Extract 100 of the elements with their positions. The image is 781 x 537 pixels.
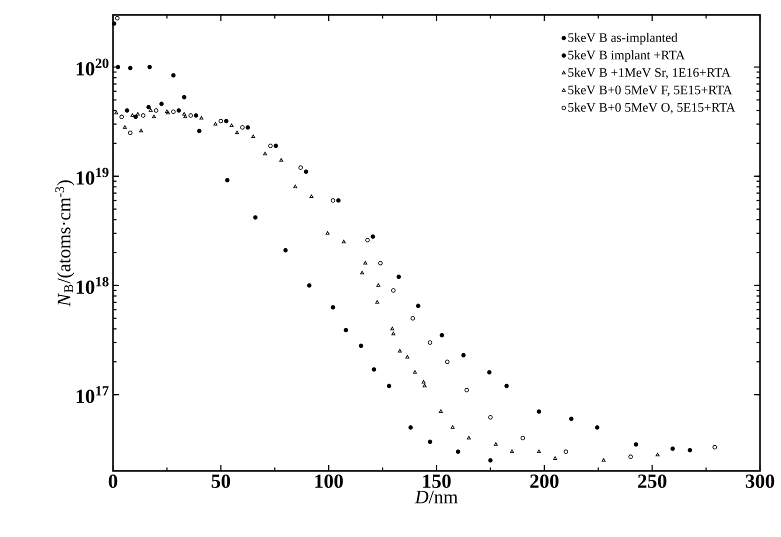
point xyxy=(133,114,138,120)
point xyxy=(263,152,268,156)
point xyxy=(176,108,181,113)
point xyxy=(510,450,514,454)
y-tick-label: 10$^{20}$ xyxy=(76,58,108,76)
point xyxy=(602,458,606,462)
point xyxy=(488,415,493,420)
point xyxy=(128,66,132,70)
point xyxy=(688,448,692,452)
point xyxy=(330,198,336,203)
point xyxy=(396,274,401,279)
point xyxy=(283,248,288,252)
point xyxy=(115,16,120,20)
point xyxy=(386,384,392,388)
point xyxy=(152,114,156,118)
point xyxy=(440,333,444,338)
point xyxy=(224,118,228,124)
point xyxy=(218,118,224,124)
point xyxy=(116,64,120,70)
point xyxy=(656,452,660,456)
point xyxy=(358,344,364,348)
y-tick-label: 10$^{18}$ xyxy=(76,276,109,294)
point xyxy=(139,128,144,132)
point xyxy=(428,440,432,444)
point xyxy=(553,456,558,460)
point xyxy=(536,409,542,414)
y-tick-label: 10$^{17}$ xyxy=(76,386,109,404)
point xyxy=(182,112,186,116)
point xyxy=(154,108,158,113)
point xyxy=(124,108,130,113)
point xyxy=(391,288,396,293)
point xyxy=(370,234,376,239)
point xyxy=(344,328,348,332)
point xyxy=(141,113,146,118)
point xyxy=(246,125,250,130)
point xyxy=(213,122,218,126)
point xyxy=(594,425,600,430)
point xyxy=(390,326,394,330)
point xyxy=(412,370,417,374)
point xyxy=(494,442,498,446)
point xyxy=(146,104,151,110)
point xyxy=(225,178,230,182)
point xyxy=(363,260,368,264)
point xyxy=(372,367,376,372)
point xyxy=(309,194,314,198)
point xyxy=(307,283,312,288)
point xyxy=(628,454,633,459)
point xyxy=(360,270,364,274)
point xyxy=(422,384,427,388)
point xyxy=(235,130,239,134)
x-tick-label: 250 xyxy=(638,474,666,488)
y-tick-label: 10$^{19}$ xyxy=(76,168,108,185)
point xyxy=(445,360,450,364)
point xyxy=(188,113,193,118)
point xyxy=(197,128,202,134)
point xyxy=(230,124,234,128)
point xyxy=(670,446,675,451)
point xyxy=(564,450,568,454)
point xyxy=(330,305,336,310)
point xyxy=(422,380,426,384)
point xyxy=(268,144,273,148)
point xyxy=(504,384,509,388)
x-tick-label: 100 xyxy=(315,474,343,488)
point xyxy=(304,170,308,174)
x-tick-label: 200 xyxy=(530,474,559,488)
point xyxy=(520,436,525,440)
point xyxy=(130,113,134,117)
point xyxy=(122,125,127,129)
point xyxy=(342,240,346,244)
point xyxy=(112,21,116,26)
point xyxy=(398,348,402,352)
point xyxy=(171,110,176,114)
x-tick-label: 0 xyxy=(108,474,118,488)
point xyxy=(166,110,170,114)
y-axis-title: N$_{B}$/(atoms·cm$^{-3}$) xyxy=(55,180,74,307)
point xyxy=(171,73,176,78)
point xyxy=(253,215,258,220)
point xyxy=(136,112,140,116)
point xyxy=(487,370,492,375)
legend-label: 5keV B+0 5MeV F, 5E15+RTA xyxy=(568,85,732,96)
point xyxy=(326,231,330,235)
point xyxy=(391,332,396,336)
point xyxy=(293,184,298,188)
point xyxy=(405,355,410,359)
point xyxy=(488,458,493,463)
x-axis-title: D/nm xyxy=(414,490,458,504)
point xyxy=(569,416,574,422)
point xyxy=(536,450,541,454)
point xyxy=(119,114,124,120)
point xyxy=(159,102,164,106)
point xyxy=(416,304,420,308)
point xyxy=(336,198,341,203)
point xyxy=(164,110,169,114)
point xyxy=(251,134,256,138)
point xyxy=(274,144,278,148)
point xyxy=(240,125,245,130)
point xyxy=(450,425,455,429)
point xyxy=(378,260,383,266)
point xyxy=(712,445,717,450)
point xyxy=(148,108,153,112)
